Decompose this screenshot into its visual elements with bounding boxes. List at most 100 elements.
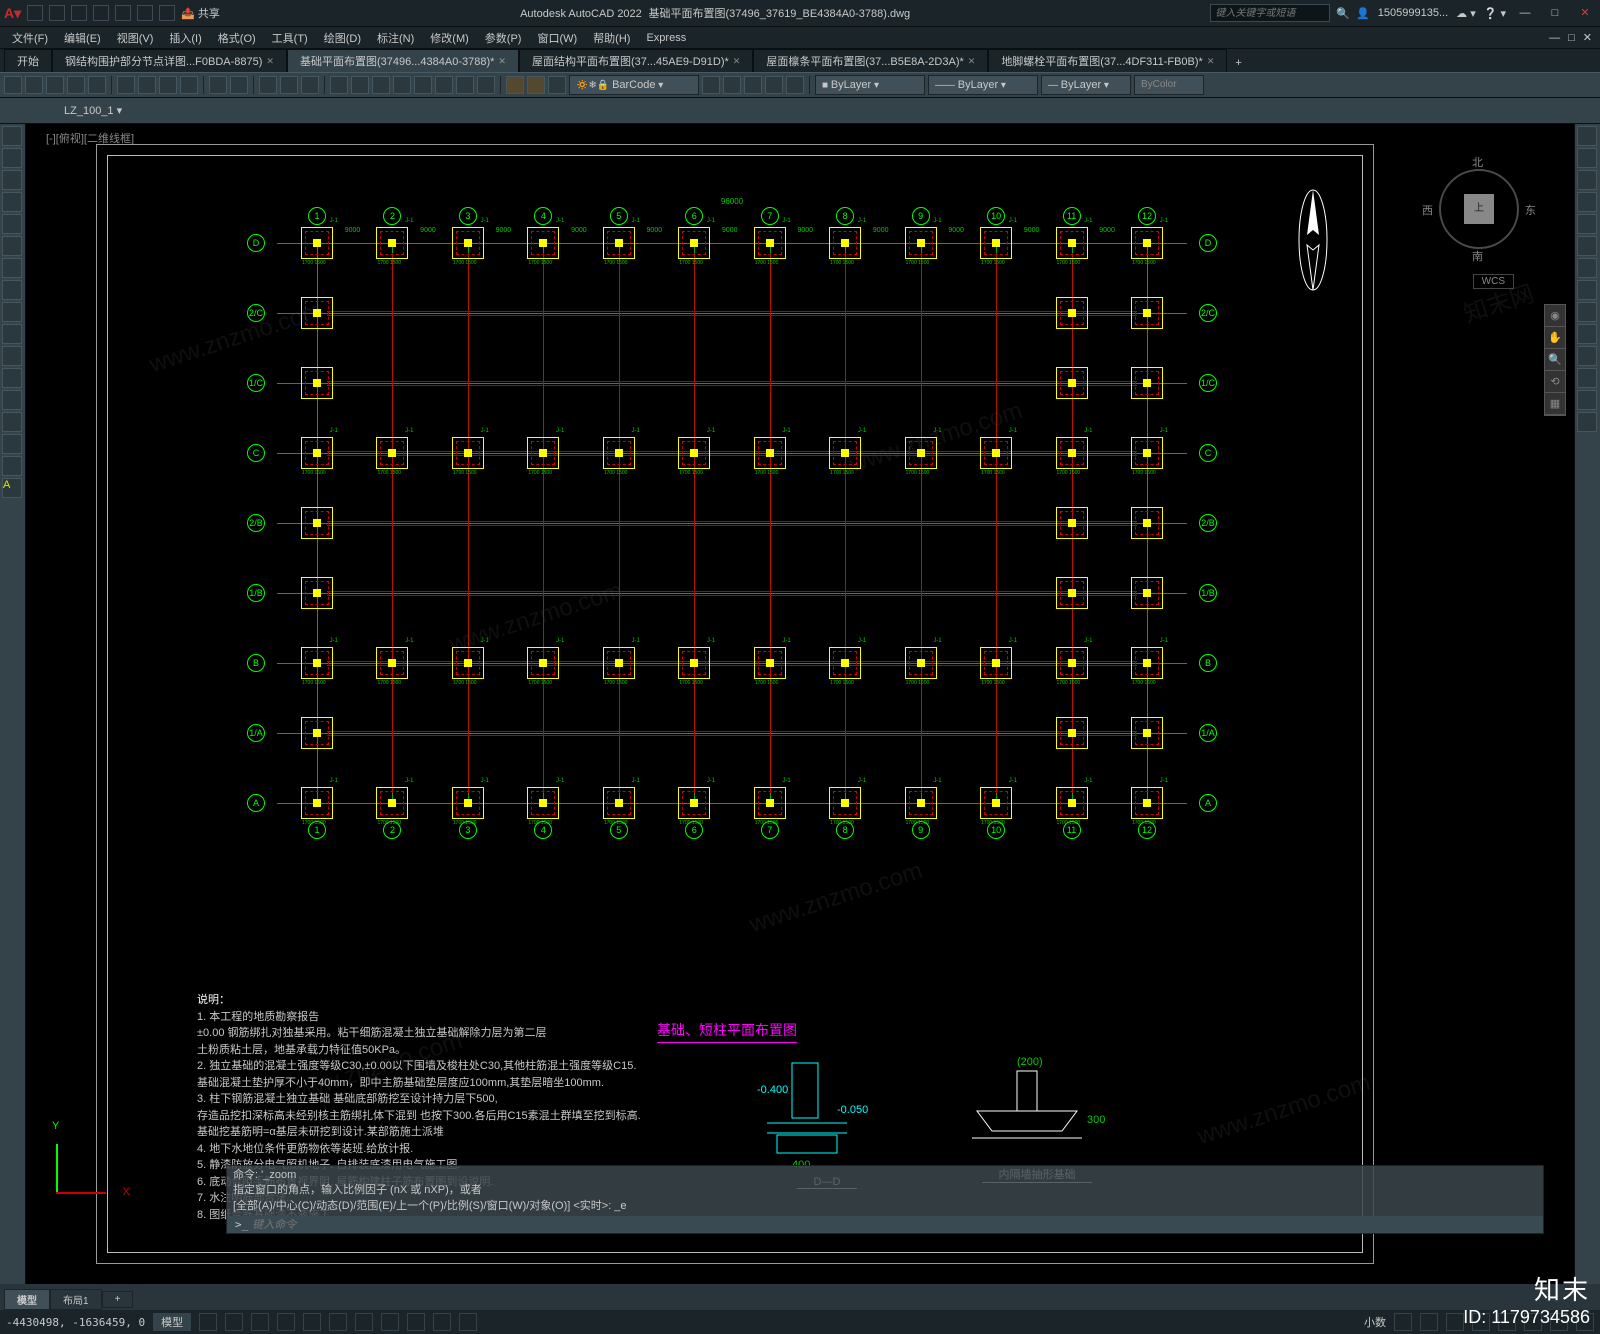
tool-zoom-icon[interactable] bbox=[280, 76, 298, 94]
qat-redo-icon[interactable] bbox=[159, 5, 175, 21]
draw-table-icon[interactable] bbox=[2, 412, 22, 432]
layer-mgr-icon[interactable] bbox=[702, 76, 720, 94]
menu-dim[interactable]: 标注(N) bbox=[369, 30, 422, 46]
tool-e-icon[interactable] bbox=[414, 76, 432, 94]
tool-g-icon[interactable] bbox=[456, 76, 474, 94]
draw-region-icon[interactable] bbox=[2, 390, 22, 410]
nav-pan-icon[interactable]: ✋ bbox=[1545, 327, 1565, 349]
status-snap-icon[interactable] bbox=[225, 1313, 243, 1331]
status-anno-icon[interactable] bbox=[1394, 1313, 1412, 1331]
tool-h-icon[interactable] bbox=[477, 76, 495, 94]
menu-help[interactable]: 帮助(H) bbox=[585, 30, 638, 46]
tool-b-icon[interactable] bbox=[351, 76, 369, 94]
status-polar-icon[interactable] bbox=[277, 1313, 295, 1331]
user-label[interactable]: 1505999135... bbox=[1378, 7, 1448, 19]
menu-express[interactable]: Express bbox=[638, 32, 694, 44]
layer-combo[interactable]: 🔅❄🔒 BarCode ▾ bbox=[569, 75, 699, 95]
nav-wheel-icon[interactable]: ◉ bbox=[1545, 305, 1565, 327]
cloud-icon[interactable]: ☁ ▾ bbox=[1456, 7, 1476, 20]
user-icon[interactable]: 👤 bbox=[1356, 7, 1370, 20]
mod2-g-icon[interactable] bbox=[1577, 258, 1597, 278]
tool-new-icon[interactable] bbox=[4, 76, 22, 94]
draw-point-icon[interactable] bbox=[2, 324, 22, 344]
status-ortho-icon[interactable] bbox=[251, 1313, 269, 1331]
draw-insert-icon[interactable]: A bbox=[2, 478, 22, 498]
new-tab-button[interactable]: + bbox=[1227, 54, 1249, 72]
command-window[interactable]: 命令: '_zoom 指定窗口的角点，输入比例因子 (nX 或 nXP)，或者 … bbox=[226, 1165, 1544, 1234]
nav-show-icon[interactable]: ▦ bbox=[1545, 393, 1565, 415]
lweight-combo[interactable]: — ByLayer ▾ bbox=[1041, 75, 1131, 95]
draw-line-icon[interactable] bbox=[2, 126, 22, 146]
layout-tab-model[interactable]: 模型 bbox=[4, 1289, 50, 1310]
tool-copy-icon[interactable] bbox=[138, 76, 156, 94]
window-close-button[interactable]: ✕ bbox=[1574, 5, 1596, 21]
tool-a-icon[interactable] bbox=[330, 76, 348, 94]
menu-format[interactable]: 格式(O) bbox=[210, 30, 264, 46]
tool-d-icon[interactable] bbox=[393, 76, 411, 94]
window-max-button[interactable]: □ bbox=[1544, 5, 1566, 21]
draw-xline-icon[interactable] bbox=[2, 280, 22, 300]
layer-off-icon[interactable] bbox=[506, 76, 524, 94]
tab-start[interactable]: 开始 bbox=[4, 49, 52, 72]
draw-pline-icon[interactable] bbox=[2, 148, 22, 168]
tool-c-icon[interactable] bbox=[372, 76, 390, 94]
mod2-m-icon[interactable] bbox=[1577, 390, 1597, 410]
mod2-f-icon[interactable] bbox=[1577, 236, 1597, 256]
menu-draw[interactable]: 绘图(D) bbox=[316, 30, 369, 46]
tool-undo-icon[interactable] bbox=[209, 76, 227, 94]
tool-save-icon[interactable] bbox=[46, 76, 64, 94]
mod2-a-icon[interactable] bbox=[1577, 126, 1597, 146]
menu-param[interactable]: 参数(P) bbox=[477, 30, 530, 46]
status-otrack-icon[interactable] bbox=[355, 1313, 373, 1331]
mod2-b-icon[interactable] bbox=[1577, 148, 1597, 168]
drawing-canvas[interactable]: [-][俯视][二维线框] www.znzmo.com www.znzmo.co… bbox=[26, 124, 1574, 1284]
status-units[interactable]: 小数 bbox=[1364, 1314, 1386, 1330]
help-icon[interactable]: ❔ ▾ bbox=[1484, 7, 1506, 20]
help-search-input[interactable] bbox=[1210, 4, 1330, 22]
menu-tools[interactable]: 工具(T) bbox=[264, 30, 316, 46]
tool-preview-icon[interactable] bbox=[88, 76, 106, 94]
nav-orbit-icon[interactable]: ⟲ bbox=[1545, 371, 1565, 393]
draw-hatch-icon[interactable] bbox=[2, 346, 22, 366]
status-ws-icon[interactable] bbox=[1446, 1313, 1464, 1331]
layer-freeze-icon[interactable] bbox=[527, 76, 545, 94]
layout-tab-1[interactable]: 布局1 bbox=[50, 1289, 102, 1310]
mod2-i-icon[interactable] bbox=[1577, 302, 1597, 322]
plotstyle-combo[interactable]: ByColor bbox=[1134, 75, 1204, 95]
tool-match-icon[interactable] bbox=[180, 76, 198, 94]
menu-modify[interactable]: 修改(M) bbox=[422, 30, 477, 46]
tool-cut-icon[interactable] bbox=[117, 76, 135, 94]
tool-paste-icon[interactable] bbox=[159, 76, 177, 94]
layer-iso-icon[interactable] bbox=[765, 76, 783, 94]
qat-save-icon[interactable] bbox=[71, 5, 87, 21]
command-input[interactable] bbox=[252, 1219, 1539, 1231]
file-tab-2[interactable]: 屋面结构平面布置图(37...45AE9-D91D)*✕ bbox=[519, 49, 753, 72]
mod2-d-icon[interactable] bbox=[1577, 192, 1597, 212]
color-combo[interactable]: ■ ByLayer ▾ bbox=[815, 75, 925, 95]
tool-pan-icon[interactable] bbox=[259, 76, 277, 94]
mod2-n-icon[interactable] bbox=[1577, 412, 1597, 432]
status-qp-icon[interactable] bbox=[433, 1313, 451, 1331]
layout-tab-add[interactable]: + bbox=[102, 1291, 134, 1308]
view-cube[interactable]: 上 北 南 西 东 bbox=[1424, 154, 1534, 264]
tool-open-icon[interactable] bbox=[25, 76, 43, 94]
qat-undo-icon[interactable] bbox=[137, 5, 153, 21]
status-sc-icon[interactable] bbox=[459, 1313, 477, 1331]
layer-prev-icon[interactable] bbox=[723, 76, 741, 94]
draw-rect-icon[interactable] bbox=[2, 214, 22, 234]
mod2-l-icon[interactable] bbox=[1577, 368, 1597, 388]
layer-uniso-icon[interactable] bbox=[786, 76, 804, 94]
nav-zoom-icon[interactable]: 🔍 bbox=[1545, 349, 1565, 371]
status-lwt-icon[interactable] bbox=[381, 1313, 399, 1331]
file-tab-4[interactable]: 地脚螺栓平面布置图(37...4DF311-FB0B)*✕ bbox=[988, 49, 1227, 72]
mod2-e-icon[interactable] bbox=[1577, 214, 1597, 234]
wcs-label[interactable]: WCS bbox=[1473, 274, 1514, 289]
draw-ellipse-icon[interactable] bbox=[2, 236, 22, 256]
menu-file[interactable]: 文件(F) bbox=[4, 30, 56, 46]
draw-block-icon[interactable] bbox=[2, 456, 22, 476]
qat-new-icon[interactable] bbox=[27, 5, 43, 21]
status-trans-icon[interactable] bbox=[407, 1313, 425, 1331]
doc-max-icon[interactable]: □ bbox=[1564, 32, 1579, 44]
file-tab-3[interactable]: 屋面檩条平面布置图(37...B5E8A-2D3A)*✕ bbox=[753, 49, 988, 72]
window-min-button[interactable]: — bbox=[1514, 5, 1536, 21]
